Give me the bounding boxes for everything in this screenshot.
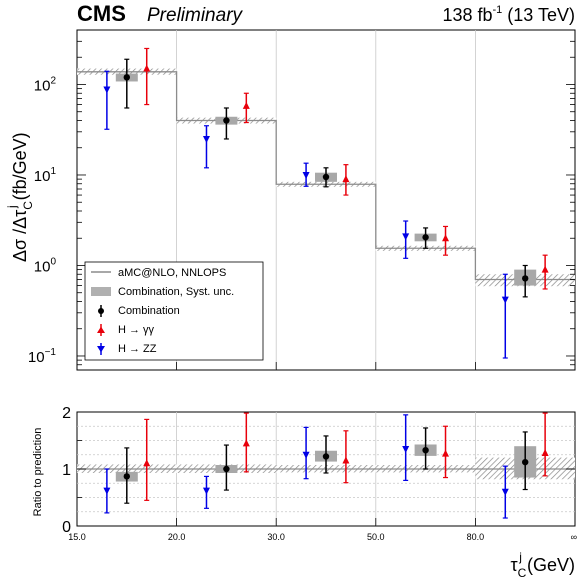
main-point-gg — [442, 234, 450, 242]
x-tick-label: 15.0 — [68, 532, 86, 542]
ratio-marks — [103, 412, 549, 519]
legend-label-zz: H → ZZ — [118, 343, 157, 355]
main-point-gg — [242, 101, 250, 109]
ratio-y-tick-label: 1 — [62, 462, 71, 479]
ratio-point-comb — [123, 473, 130, 480]
energy-value: (13 TeV) — [507, 5, 575, 25]
xlabel-sub: C — [518, 566, 527, 577]
main-point-zz — [202, 135, 210, 143]
x-tick-label: ∞ — [571, 532, 577, 542]
x-tick-label: 30.0 — [267, 532, 285, 542]
main-y-tick-label: 101 — [34, 166, 57, 185]
ratio-y-tick-label: 0 — [62, 519, 71, 536]
ratio-point-zz — [202, 487, 210, 495]
legend-swatch-zz — [97, 346, 105, 353]
x-tick-label: 80.0 — [467, 532, 485, 542]
legend-swatch-comb — [98, 308, 104, 314]
experiment-label: CMS — [77, 1, 126, 26]
main-y-tick-label: 100 — [34, 256, 57, 275]
main-panel-frame — [76, 29, 576, 371]
ratio-point-comb — [322, 453, 330, 460]
xlabel-sup: j — [518, 550, 522, 564]
main-point-zz — [402, 233, 410, 241]
xlabel-unit: (GeV) — [527, 555, 575, 575]
main-point-comb — [422, 234, 429, 241]
ratio-point-comb — [422, 446, 429, 454]
main-marks — [103, 47, 549, 359]
main-ylabel-text: Δσ /Δτ — [10, 210, 30, 262]
main-point-gg — [541, 265, 549, 273]
ratio-point-comb — [223, 465, 230, 473]
main-point-zz — [103, 86, 111, 94]
main-y-axis-label: Δσ /ΔτCj (fb/GeV) — [5, 132, 35, 262]
main-ylabel-unit: (fb/GeV) — [10, 132, 30, 200]
ratio-y-ticks: 0 1 2 — [62, 405, 575, 536]
ratio-y-axis-label: Ratio to prediction — [32, 428, 44, 517]
main-point-comb — [123, 74, 130, 81]
legend-label-comb: Combination — [118, 305, 180, 317]
legend-swatch-gg — [97, 326, 105, 333]
main-y-ticks: 10−1 100 101 102 — [28, 29, 575, 371]
ratio-point-gg — [242, 439, 250, 447]
xlabel-text: τ — [511, 555, 518, 575]
ratio-point-gg — [342, 456, 350, 464]
legend-box — [84, 261, 264, 361]
main-point-comb — [223, 117, 230, 124]
x-ticks: 15.0 20.0 30.0 50.0 80.0 ∞ — [68, 362, 577, 542]
main-point-zz — [501, 296, 509, 304]
main-y-tick-label: 102 — [34, 75, 57, 94]
main-point-gg — [342, 175, 350, 183]
main-point-gg — [143, 64, 151, 72]
lumi-label: 138 fb-1 (13 TeV) — [442, 4, 575, 25]
main-ylabel-sup: j — [5, 205, 19, 209]
main-y-tick-label: 10−1 — [28, 347, 57, 366]
ratio-point-gg — [541, 449, 549, 457]
x-axis-label: τCj (GeV) — [511, 550, 576, 577]
ratio-point-zz — [103, 487, 111, 495]
ratio-point-gg — [143, 459, 151, 467]
status-label: Preliminary — [147, 5, 244, 26]
lumi-exponent: -1 — [493, 4, 503, 16]
legend-label-prediction: aMC@NLO, NNLOPS — [118, 267, 226, 279]
x-tick-label: 50.0 — [367, 532, 385, 542]
legend: aMC@NLO, NNLOPS Combination, Syst. unc. … — [84, 261, 264, 361]
ratio-point-zz — [402, 446, 410, 454]
legend-label-syst: Combination, Syst. unc. — [118, 286, 234, 298]
ratio-point-zz — [501, 488, 509, 496]
legend-label-gg: H → γγ — [118, 324, 155, 336]
main-point-zz — [302, 171, 310, 179]
ratio-y-tick-label: 2 — [62, 405, 71, 422]
ratio-point-zz — [302, 451, 310, 459]
main-point-comb — [522, 275, 529, 282]
ratio-point-comb — [522, 458, 529, 466]
main-point-comb — [322, 173, 330, 181]
lumi-value: 138 fb — [442, 5, 492, 25]
main-ylabel-sub: C — [21, 201, 35, 210]
ratio-point-gg — [442, 449, 450, 457]
legend-swatch-syst — [91, 287, 111, 296]
x-tick-label: 20.0 — [168, 532, 186, 542]
